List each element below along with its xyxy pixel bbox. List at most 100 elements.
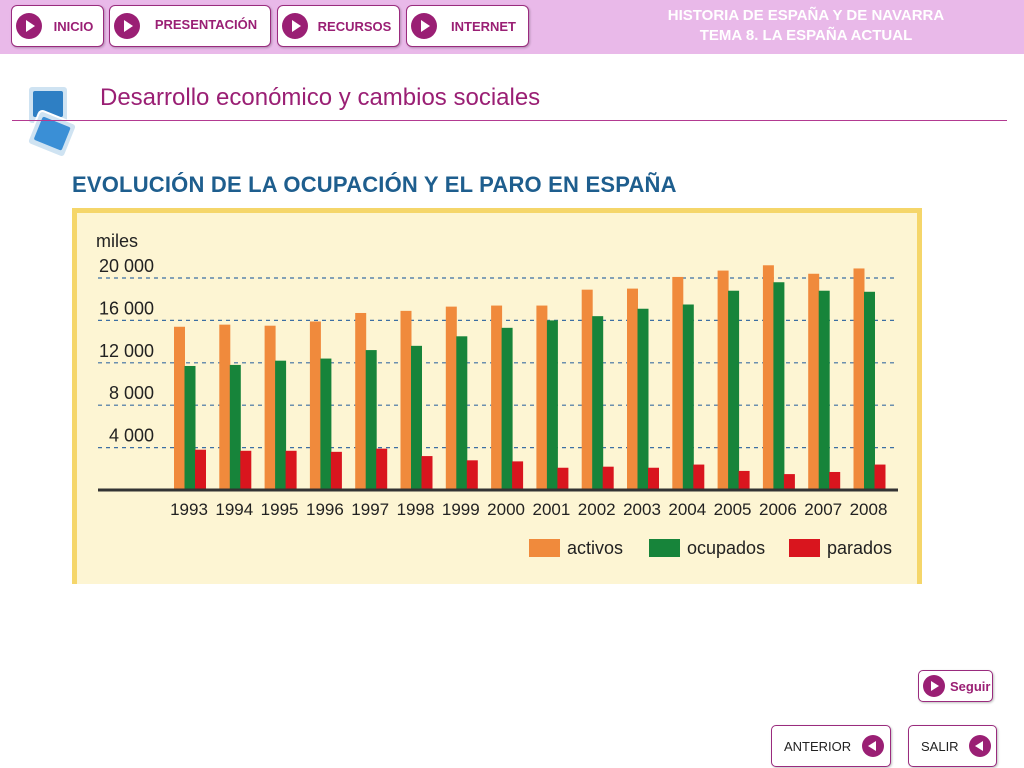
bar-parados bbox=[421, 456, 433, 490]
recursos-button[interactable]: RECURSOS bbox=[277, 5, 400, 47]
x-tick-label: 1996 bbox=[306, 500, 344, 519]
play-icon bbox=[923, 675, 945, 697]
x-tick-label: 2002 bbox=[578, 500, 616, 519]
y-tick-label: 16 000 bbox=[99, 298, 154, 318]
top-bar: INICIO PRESENTACIÓN RECURSOS INTERNET HI… bbox=[0, 0, 1024, 54]
legend-swatch-activos bbox=[529, 539, 560, 557]
x-tick-label: 2004 bbox=[668, 500, 706, 519]
legend-swatch-ocupados bbox=[649, 539, 680, 557]
chart-right-border bbox=[917, 208, 922, 584]
bar-ocupados bbox=[320, 358, 332, 490]
recursos-label: RECURSOS bbox=[317, 19, 392, 34]
back-icon bbox=[969, 735, 991, 757]
bar-parados bbox=[195, 449, 206, 490]
bar-activos bbox=[808, 273, 820, 490]
play-icon bbox=[282, 13, 308, 39]
bar-parados bbox=[829, 471, 841, 490]
x-tick-label: 1994 bbox=[215, 500, 253, 519]
x-tick-label: 1997 bbox=[351, 500, 389, 519]
bar-parados bbox=[466, 460, 478, 490]
bar-activos bbox=[445, 306, 457, 490]
header-line-1: HISTORIA DE ESPAÑA Y DE NAVARRA bbox=[667, 7, 945, 24]
bar-activos bbox=[309, 321, 321, 490]
y-tick-label: 4 000 bbox=[109, 426, 154, 446]
x-tick-label: 1995 bbox=[261, 500, 299, 519]
bar-ocupados bbox=[592, 316, 604, 490]
y-axis-label: miles bbox=[96, 231, 138, 251]
salir-label: SALIR bbox=[921, 739, 959, 754]
bar-activos bbox=[355, 312, 367, 490]
anterior-button[interactable]: ANTERIOR bbox=[771, 725, 891, 767]
play-icon bbox=[16, 13, 42, 39]
bar-activos bbox=[762, 265, 774, 490]
anterior-label: ANTERIOR bbox=[784, 739, 852, 754]
bar-parados bbox=[648, 467, 659, 490]
chart-top-border bbox=[72, 208, 922, 213]
bar-parados bbox=[376, 448, 388, 490]
x-tick-label: 2003 bbox=[623, 500, 661, 519]
bar-ocupados bbox=[546, 320, 558, 490]
salir-button[interactable]: SALIR bbox=[908, 725, 997, 767]
bar-ocupados bbox=[864, 291, 875, 490]
bar-activos bbox=[174, 326, 185, 490]
bar-parados bbox=[602, 466, 614, 490]
bar-parados bbox=[693, 464, 705, 490]
bar-activos bbox=[627, 288, 638, 490]
bar-parados bbox=[874, 464, 886, 490]
bar-activos bbox=[853, 268, 865, 490]
bar-parados bbox=[240, 450, 252, 490]
bar-activos bbox=[536, 305, 548, 490]
bar-activos bbox=[672, 276, 684, 490]
chart: miles 4 000 8 000 12 000 16 000 20 000 1993 19… bbox=[72, 208, 922, 584]
bar-activos bbox=[219, 324, 231, 490]
legend-swatch-parados bbox=[789, 539, 820, 557]
x-tick-label: 2000 bbox=[487, 500, 525, 519]
presentacion-button[interactable]: PRESENTACIÓN bbox=[109, 5, 271, 47]
internet-button[interactable]: INTERNET bbox=[406, 5, 529, 47]
y-tick-label: 12 000 bbox=[99, 341, 154, 361]
play-icon bbox=[114, 13, 140, 39]
bar-parados bbox=[512, 461, 524, 490]
x-tick-label: 2005 bbox=[714, 500, 752, 519]
bar-ocupados bbox=[456, 336, 468, 490]
x-tick-label: 1998 bbox=[397, 500, 435, 519]
bar-activos bbox=[491, 305, 503, 490]
bar-ocupados bbox=[229, 364, 241, 490]
bar-ocupados bbox=[728, 290, 740, 490]
x-tick-label: 1999 bbox=[442, 500, 480, 519]
title-divider bbox=[12, 120, 1007, 121]
x-tick-label: 1993 bbox=[170, 500, 208, 519]
bar-ocupados bbox=[411, 345, 422, 490]
legend-label-ocupados: ocupados bbox=[687, 538, 765, 558]
bar-ocupados bbox=[184, 365, 196, 490]
bar-ocupados bbox=[501, 327, 513, 490]
bar-ocupados bbox=[365, 350, 377, 490]
slides-icon bbox=[26, 85, 78, 158]
bar-ocupados bbox=[637, 308, 649, 490]
back-icon bbox=[862, 735, 884, 757]
inicio-button[interactable]: INICIO bbox=[11, 5, 104, 47]
page-title: Desarrollo económico y cambios sociales bbox=[100, 84, 541, 111]
inicio-label: INICIO bbox=[53, 19, 94, 34]
bar-ocupados bbox=[682, 304, 694, 490]
bar-ocupados bbox=[773, 282, 785, 490]
legend-label-activos: activos bbox=[567, 538, 623, 558]
y-tick-label: 8 000 bbox=[109, 383, 154, 403]
seguir-button[interactable]: Seguir bbox=[918, 670, 993, 702]
bar-ocupados bbox=[818, 290, 830, 490]
presentacion-label: PRESENTACIÓN bbox=[154, 17, 258, 32]
x-tick-label: 2007 bbox=[804, 500, 842, 519]
internet-label: INTERNET bbox=[451, 19, 516, 34]
bar-parados bbox=[783, 474, 795, 490]
x-tick-label: 2006 bbox=[759, 500, 797, 519]
y-tick-label: 20 000 bbox=[99, 256, 154, 276]
bar-parados bbox=[738, 470, 750, 490]
bar-activos bbox=[400, 310, 412, 490]
x-tick-label: 2001 bbox=[532, 500, 570, 519]
bar-activos bbox=[717, 270, 729, 490]
legend-label-parados: parados bbox=[827, 538, 892, 558]
bar-activos bbox=[264, 325, 276, 490]
chart-title: EVOLUCIÓN DE LA OCUPACIÓN Y EL PARO EN E… bbox=[72, 172, 677, 197]
chart-left-border bbox=[72, 208, 77, 584]
bar-activos bbox=[581, 289, 593, 490]
